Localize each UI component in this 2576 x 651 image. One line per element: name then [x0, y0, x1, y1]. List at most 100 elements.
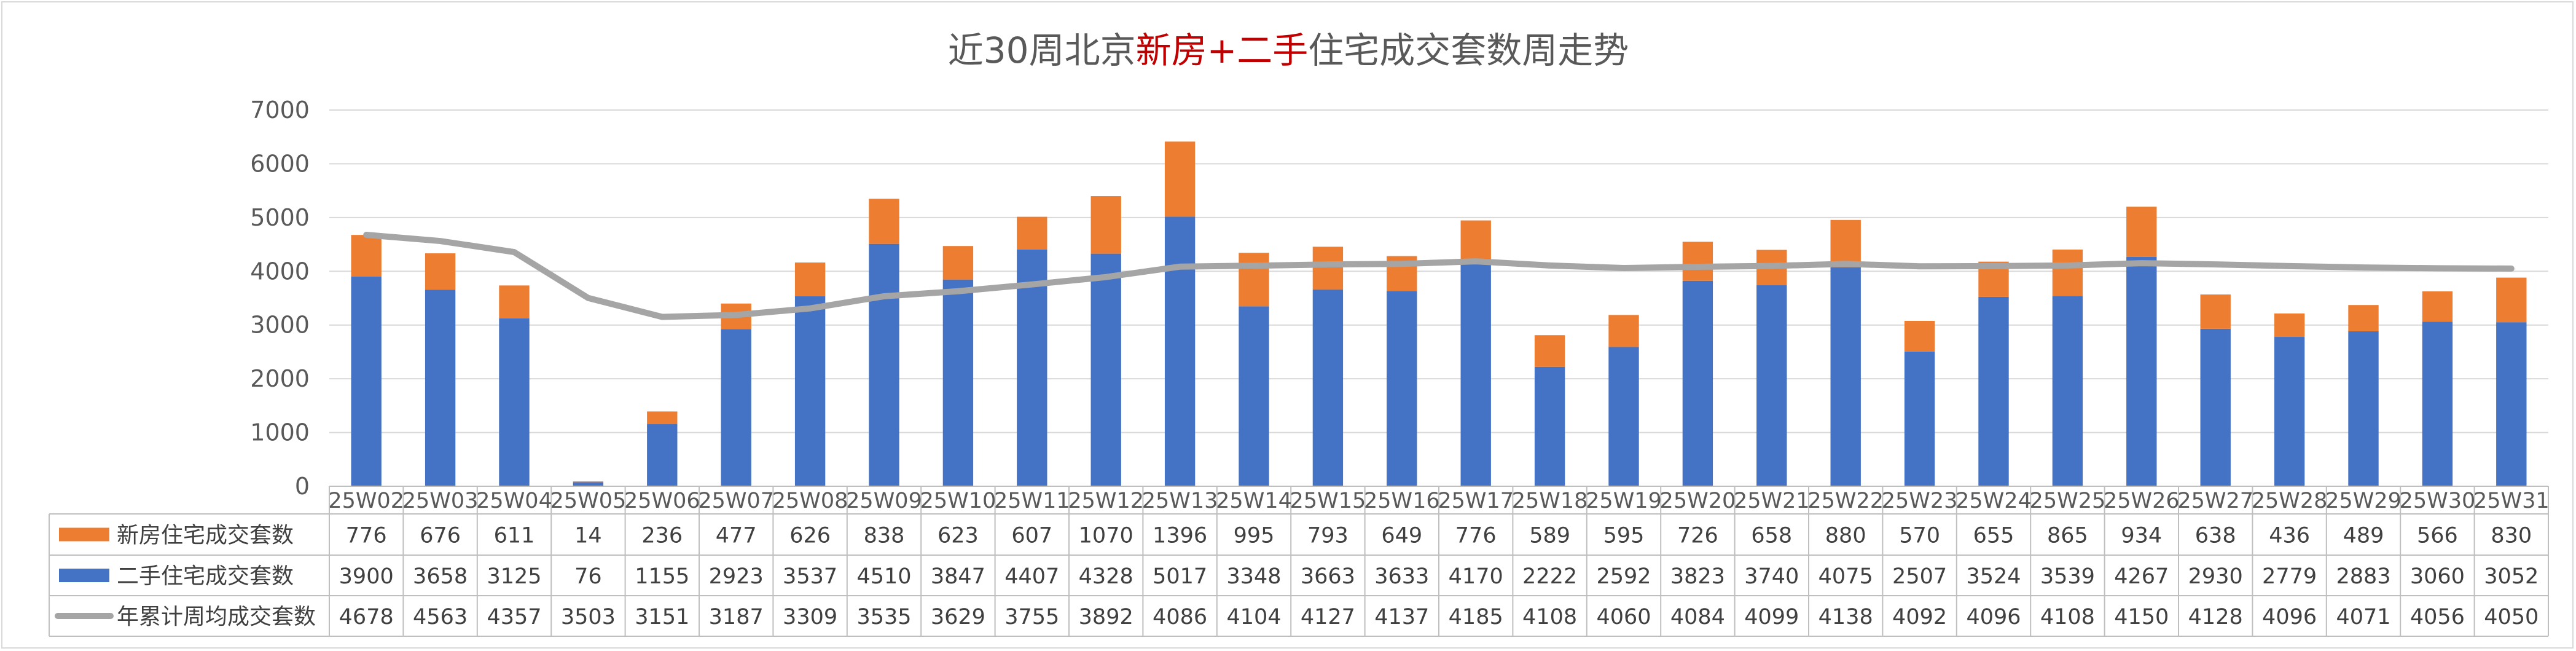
bar-new-home	[647, 411, 678, 425]
data-label: 76	[574, 564, 602, 589]
bar-new-home	[2496, 277, 2527, 323]
x-category-label: 25W27	[2177, 489, 2253, 513]
data-table: 25W0225W0325W0425W0525W0625W0725W0825W09…	[49, 486, 2550, 637]
data-label: 14	[574, 524, 602, 548]
data-label: 3060	[2410, 564, 2465, 589]
data-label: 3755	[1004, 605, 1059, 629]
gridlines	[329, 109, 2548, 487]
bar-second-hand	[721, 329, 751, 486]
y-axis-ticks: 0 1000 2000 3000 4000 5000 6000 7000	[250, 97, 310, 500]
bar-new-home	[794, 262, 826, 296]
data-label: 3151	[635, 605, 689, 629]
bar-second-hand	[2274, 337, 2305, 486]
bar-new-home	[1239, 253, 1269, 307]
data-label: 776	[1455, 524, 1497, 548]
bar-new-home	[1534, 335, 1565, 367]
data-label: 4108	[1522, 605, 1577, 629]
x-category-label: 25W20	[1660, 489, 1736, 513]
data-label: 655	[1973, 524, 2014, 548]
line-yearly-avg	[363, 232, 2515, 320]
data-label: 4127	[1301, 605, 1355, 629]
bar-second-hand	[425, 290, 456, 486]
x-category-label: 25W08	[772, 489, 848, 513]
x-category-label: 25W21	[1734, 489, 1810, 513]
data-label: 880	[1825, 524, 1866, 548]
y-tick-label: 4000	[250, 258, 310, 285]
bar-second-hand	[351, 277, 382, 486]
x-category-label: 25W26	[2104, 489, 2180, 513]
x-category-label: 25W14	[1216, 489, 1292, 513]
bar-new-home	[1460, 220, 1491, 262]
bar-new-home	[2348, 305, 2379, 331]
data-label: 611	[494, 524, 535, 548]
legend-swatch	[59, 569, 109, 582]
bar-new-home	[2052, 249, 2083, 296]
data-label: 649	[1381, 524, 1422, 548]
data-label: 2779	[2262, 564, 2317, 589]
bar-second-hand	[2348, 331, 2379, 486]
legend-swatch	[59, 527, 109, 542]
bar-second-hand	[1756, 285, 1787, 486]
data-label: 570	[1899, 524, 1940, 548]
data-label: 3740	[1744, 564, 1799, 589]
data-label: 2592	[1596, 564, 1651, 589]
bar-second-hand	[1387, 291, 1417, 486]
data-label: 4050	[2484, 605, 2539, 629]
bars	[351, 141, 2527, 486]
x-category-label: 25W31	[2473, 489, 2550, 513]
data-label: 4267	[2114, 564, 2169, 589]
bar-new-home	[1090, 196, 1121, 254]
data-label: 4056	[2410, 605, 2465, 629]
data-label: 3348	[1226, 564, 1281, 589]
x-category-label: 25W24	[1955, 489, 2032, 513]
data-label: 2507	[1892, 564, 1947, 589]
bar-new-home	[351, 235, 382, 277]
data-label: 1396	[1153, 524, 1207, 548]
x-category-label: 25W29	[2325, 489, 2402, 513]
data-label: 489	[2343, 524, 2384, 548]
x-category-label: 25W13	[1142, 489, 1218, 513]
bar-second-hand	[1164, 216, 1196, 486]
data-label: 4357	[487, 605, 541, 629]
avg-line	[363, 232, 2515, 320]
data-label: 4328	[1079, 564, 1133, 589]
bar-second-hand	[1978, 296, 2009, 486]
data-label: 3539	[2040, 564, 2095, 589]
data-label: 595	[1603, 524, 1645, 548]
data-label: 3900	[339, 564, 394, 589]
data-label: 3658	[413, 564, 468, 589]
x-category-label: 25W30	[2400, 489, 2476, 513]
bar-second-hand	[1460, 262, 1491, 486]
data-label: 3847	[931, 564, 985, 589]
bar-new-home	[2200, 294, 2231, 329]
data-label: 477	[716, 524, 757, 548]
data-label: 676	[420, 524, 461, 548]
x-category-label: 25W02	[328, 489, 404, 513]
legend-label: 年累计周均成交套数	[117, 604, 316, 629]
data-label: 3524	[1966, 564, 2021, 589]
data-label: 3633	[1374, 564, 1429, 589]
data-label: 3052	[2484, 564, 2539, 589]
x-category-label: 25W10	[920, 489, 996, 513]
data-label: 2923	[709, 564, 764, 589]
data-label: 4075	[1818, 564, 1873, 589]
data-label: 2222	[1522, 564, 1577, 589]
y-tick-label: 5000	[250, 204, 310, 231]
bar-second-hand	[647, 424, 678, 486]
chart-title-part-0: 近30周北京	[948, 30, 1136, 71]
bar-second-hand	[1608, 347, 1639, 486]
bar-second-hand	[2422, 322, 2453, 486]
data-label: 589	[1529, 524, 1570, 548]
x-category-label: 25W12	[1068, 489, 1144, 513]
bar-new-home	[1164, 141, 1196, 217]
data-label: 3629	[931, 605, 985, 629]
bar-second-hand	[794, 296, 826, 486]
legend-label: 二手住宅成交套数	[117, 564, 294, 589]
bar-second-hand	[573, 482, 604, 486]
x-category-label: 25W09	[846, 489, 922, 513]
legend-label: 新房住宅成交套数	[117, 523, 294, 548]
data-label: 4137	[1374, 605, 1429, 629]
data-label: 838	[864, 524, 905, 548]
bar-new-home	[1682, 242, 1713, 281]
x-category-label: 25W16	[1364, 489, 1440, 513]
